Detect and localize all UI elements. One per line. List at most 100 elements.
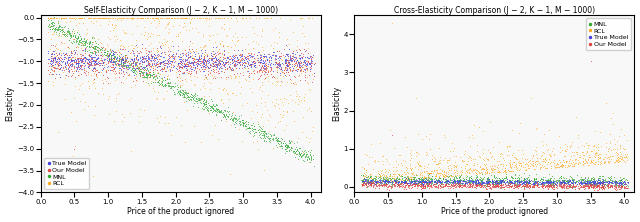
Point [307,16,317,19]
Point [482,182,492,185]
Point [292,102,303,106]
Point [414,184,424,187]
Point [484,184,494,188]
Point [223,114,234,117]
Point [543,181,554,185]
Point [579,161,589,165]
Point [486,167,497,171]
Point [491,184,501,187]
Point [431,180,441,183]
Point [248,59,258,63]
Point [461,185,472,188]
Point [577,178,588,182]
Point [164,58,174,62]
Point [262,108,273,112]
Point [44,16,54,19]
Point [187,41,197,44]
Point [613,184,623,187]
Point [86,68,97,71]
Point [442,179,452,183]
Point [511,184,522,188]
Point [417,184,428,188]
Point [301,152,312,155]
Point [404,183,414,186]
Point [159,65,169,69]
Point [118,58,129,62]
Point [163,59,173,63]
Point [612,180,623,183]
Point [445,173,455,176]
Point [53,57,63,60]
Point [45,59,56,63]
Point [581,181,591,185]
Point [44,22,54,25]
Point [524,181,534,184]
Point [409,184,419,187]
Point [549,159,559,162]
Point [141,55,151,58]
Point [216,119,227,122]
Point [260,70,270,73]
Point [506,179,516,182]
Point [116,63,126,66]
Point [426,180,436,184]
Point [115,44,125,47]
Point [602,181,612,185]
Point [579,184,589,188]
Point [76,67,86,71]
Point [527,153,538,157]
Point [175,84,185,88]
Point [298,24,308,28]
Point [523,164,533,168]
Point [129,68,140,72]
Point [513,185,524,188]
Point [526,182,536,186]
Point [111,63,121,66]
Point [418,182,428,186]
Point [362,177,372,180]
Point [243,127,253,130]
Point [199,60,209,64]
Point [290,155,300,159]
Point [118,16,128,19]
Point [615,146,625,149]
Point [127,57,137,61]
Point [132,57,143,61]
Point [81,38,92,42]
Point [596,180,607,184]
Point [186,71,196,74]
Point [394,179,404,183]
Point [195,100,205,104]
Point [153,72,163,75]
Point [134,66,144,70]
Point [409,179,419,183]
Point [225,66,236,70]
Point [547,180,557,184]
Point [441,179,451,183]
Point [621,184,632,187]
Point [612,152,622,155]
Point [143,56,154,59]
Point [531,159,541,163]
Point [219,63,229,66]
Point [481,156,492,160]
Point [284,67,294,71]
Point [541,185,552,189]
Point [391,180,401,183]
Point [74,16,84,19]
Point [417,180,427,183]
Point [450,178,460,182]
Point [433,178,444,181]
Point [379,173,389,177]
Point [129,54,139,57]
Point [165,49,175,52]
Point [193,96,204,100]
Point [456,158,467,162]
Point [623,184,634,188]
Point [125,65,135,68]
Point [607,181,617,184]
Point [433,178,444,182]
Point [457,168,467,172]
Point [586,180,596,184]
Point [514,184,524,188]
